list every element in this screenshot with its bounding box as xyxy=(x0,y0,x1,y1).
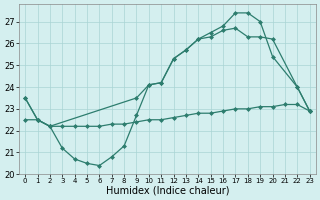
X-axis label: Humidex (Indice chaleur): Humidex (Indice chaleur) xyxy=(106,186,229,196)
